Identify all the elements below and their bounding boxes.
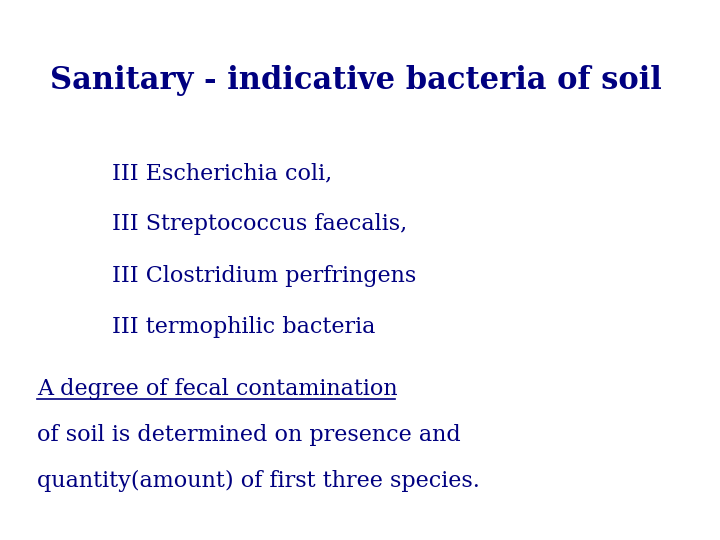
Text: III termophilic bacteria: III termophilic bacteria	[112, 316, 375, 338]
Text: III Escherichia coli,: III Escherichia coli,	[112, 162, 332, 184]
Text: quantity(amount) of first three species.: quantity(amount) of first three species.	[37, 470, 480, 492]
Text: III Streptococcus faecalis,: III Streptococcus faecalis,	[112, 213, 407, 235]
Text: of soil is determined on presence and: of soil is determined on presence and	[37, 424, 461, 446]
Text: III Clostridium perfringens: III Clostridium perfringens	[112, 265, 416, 287]
Text: Sanitary - indicative bacteria of soil: Sanitary - indicative bacteria of soil	[50, 65, 662, 96]
Text: A degree of fecal contamination: A degree of fecal contamination	[37, 378, 398, 400]
